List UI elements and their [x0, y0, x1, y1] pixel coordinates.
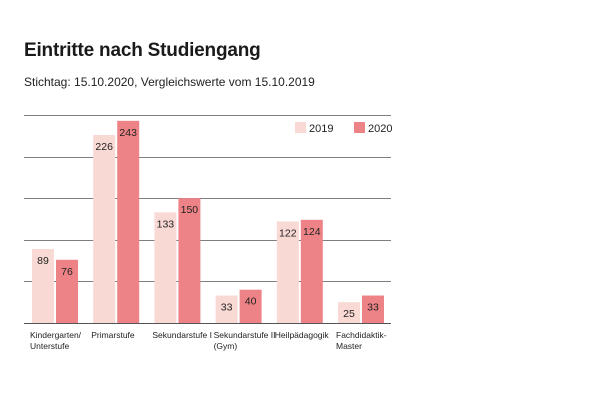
category-label-line: Sekundarstufe I — [152, 330, 212, 340]
legend-label-2019: 2019 — [309, 123, 333, 135]
category-label-line: Fachdidaktik- — [336, 330, 387, 340]
data-label: 40 — [245, 296, 257, 308]
category-label-line: (Gym) — [214, 341, 238, 351]
data-label: 33 — [367, 302, 379, 314]
bar-2020-4 — [300, 219, 323, 323]
bar-2019-2 — [154, 212, 177, 323]
category-label-line: Primarstufe — [91, 330, 135, 340]
data-label: 89 — [37, 255, 49, 267]
data-label: 133 — [157, 218, 175, 230]
bar-2020-2 — [178, 198, 201, 323]
bar-2019-3 — [215, 295, 238, 323]
bar-2019-5 — [338, 302, 360, 323]
category-label-line: Master — [336, 341, 362, 351]
data-label: 122 — [279, 227, 297, 239]
data-label: 33 — [221, 302, 233, 314]
chart-subtitle: Stichtag: 15.10.2020, Vergleichswerte vo… — [24, 75, 315, 89]
legend-label-2020: 2020 — [368, 123, 392, 135]
bar-2020-0 — [56, 259, 78, 323]
bar-2020-1 — [117, 120, 140, 323]
category-label: Fachdidaktik-Master — [336, 330, 387, 351]
bar-2019-0 — [32, 248, 54, 323]
category-label-line: Heilpädagogik — [275, 330, 330, 340]
category-label: Kindergarten/Unterstufe — [30, 330, 82, 351]
category-label-line: Unterstufe — [30, 341, 69, 351]
data-label: 25 — [343, 308, 355, 320]
bar-2019-1 — [93, 134, 116, 323]
chart-title: Eintritte nach Studiengang — [24, 40, 261, 61]
bar-2020-3 — [239, 289, 262, 323]
data-label: 76 — [61, 266, 73, 278]
category-label: Heilpädagogik — [275, 330, 330, 340]
category-label: Sekundarstufe I — [152, 330, 212, 340]
category-label-line: Kindergarten/ — [30, 330, 82, 340]
legend-swatch-2019 — [295, 122, 306, 133]
bar-2019-4 — [276, 221, 299, 323]
data-label: 226 — [95, 141, 113, 153]
data-label: 124 — [303, 226, 321, 238]
data-label: 150 — [181, 204, 199, 216]
data-label: 243 — [119, 127, 137, 139]
category-label-line: Sekundarstufe II — [214, 330, 276, 340]
category-label: Sekundarstufe II (Gym) — [214, 330, 276, 351]
legend-swatch-2020 — [354, 122, 365, 133]
bar-2020-5 — [362, 295, 384, 323]
category-label: Primarstufe — [91, 330, 135, 340]
